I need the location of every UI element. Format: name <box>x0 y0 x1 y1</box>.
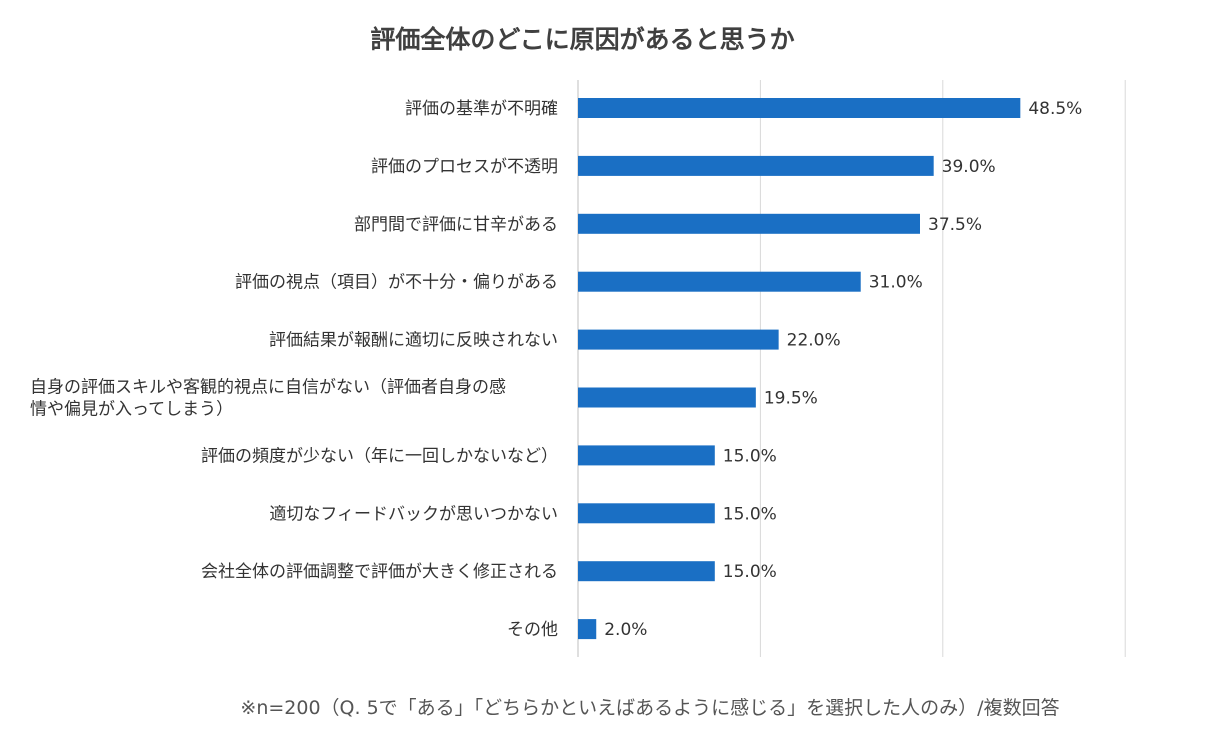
data-label: 15.0% <box>723 504 777 524</box>
data-label: 39.0% <box>942 157 996 177</box>
category-label: 適切なフィードバックが思いつかない <box>269 504 558 524</box>
chart-footnote: ※n=200（Q. 5で「ある」「どちらかといえばあるように感じる」を選択した人… <box>240 697 1060 719</box>
bar <box>578 387 756 408</box>
category-label: 評価の頻度が少ない（年に一回しかないなど） <box>201 446 558 466</box>
data-label: 31.0% <box>869 273 923 293</box>
category-label: 部門間で評価に甘辛がある <box>354 215 558 235</box>
bar <box>578 561 715 582</box>
data-label: 48.5% <box>1028 99 1082 119</box>
category-label: その他 <box>507 620 558 640</box>
data-label: 15.0% <box>723 446 777 466</box>
data-label: 37.5% <box>928 215 982 235</box>
data-label: 2.0% <box>604 620 647 640</box>
bar <box>578 98 1021 118</box>
chart-title: 評価全体のどこに原因があると思うか <box>370 25 795 54</box>
data-label: 15.0% <box>723 562 777 582</box>
category-label: 自身の評価スキルや客観的視点に自信がない（評価者自身の感情や偏見が入ってしまう） <box>30 378 506 420</box>
bar <box>578 619 597 640</box>
bar <box>578 445 715 466</box>
bar <box>578 329 779 350</box>
bar <box>578 503 715 524</box>
category-label: 評価のプロセスが不透明 <box>371 157 558 177</box>
category-label: 会社全体の評価調整で評価が大きく修正される <box>201 562 558 582</box>
bar <box>578 213 920 234</box>
category-label: 評価結果が報酬に適切に反映されない <box>269 331 558 351</box>
bar <box>578 271 861 292</box>
bar <box>578 155 934 176</box>
data-label: 22.0% <box>787 331 841 351</box>
category-label: 評価の基準が不明確 <box>405 99 558 119</box>
category-label: 評価の視点（項目）が不十分・偏りがある <box>235 273 558 293</box>
data-label: 19.5% <box>764 389 818 409</box>
